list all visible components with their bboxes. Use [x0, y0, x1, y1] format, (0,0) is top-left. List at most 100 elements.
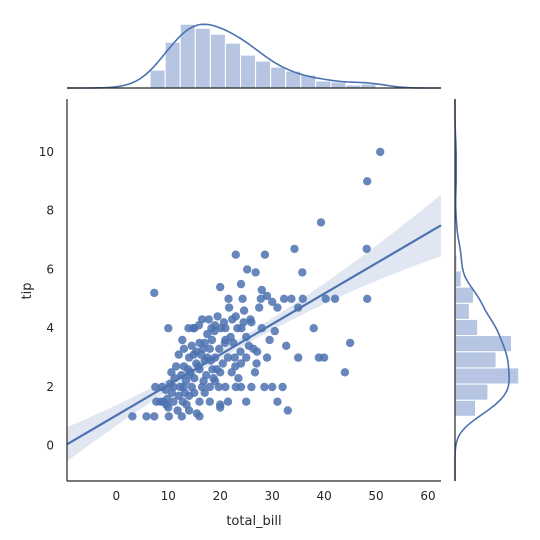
data-point: [234, 374, 243, 383]
data-point: [273, 397, 282, 406]
data-point: [215, 344, 224, 353]
data-point: [376, 147, 385, 157]
data-point: [150, 412, 159, 421]
data-point: [260, 250, 270, 259]
y-hist-bar: [454, 302, 470, 320]
data-point: [218, 359, 227, 368]
data-point: [212, 365, 221, 374]
data-point: [177, 412, 186, 421]
data-point: [283, 406, 292, 415]
y-axis-ticks: 0 2 4 6 8 10: [39, 145, 54, 453]
x-hist-bar: [315, 80, 332, 89]
data-point: [247, 318, 256, 327]
data-point: [239, 318, 248, 327]
data-point: [216, 403, 225, 412]
data-point: [238, 294, 247, 303]
data-point: [309, 324, 318, 333]
y-kde-curve: [454, 99, 511, 481]
x-hist-bar: [209, 33, 226, 89]
x-hist-bar: [164, 41, 181, 89]
data-point: [184, 391, 194, 400]
data-point: [198, 344, 208, 353]
data-point: [270, 326, 279, 336]
data-point: [150, 288, 159, 298]
data-point: [164, 324, 173, 333]
data-point: [345, 338, 355, 348]
data-point: [205, 397, 214, 406]
data-point: [251, 268, 260, 277]
right-marginal-histogram: [454, 99, 520, 481]
x-hist-bar: [255, 60, 272, 89]
data-point: [224, 294, 233, 303]
data-point: [268, 297, 277, 306]
regression-line-group: [66, 224, 442, 446]
x-tick-label: 60: [420, 489, 435, 503]
axes: [66, 99, 441, 482]
data-point: [265, 335, 274, 345]
x-hist-bar: [194, 27, 211, 89]
data-point: [282, 341, 291, 350]
y-hist-bar: [454, 383, 489, 401]
data-point: [242, 353, 251, 362]
data-point: [195, 397, 204, 406]
top-marginal-histogram: [67, 23, 441, 89]
x-tick-label: 10: [161, 489, 176, 503]
data-point: [204, 315, 213, 324]
data-point: [128, 412, 137, 421]
data-point: [223, 397, 233, 406]
data-point: [221, 382, 230, 392]
data-point: [174, 350, 183, 359]
data-point: [216, 282, 225, 292]
data-point: [319, 353, 329, 362]
data-point: [247, 382, 256, 392]
y-tick-label: 10: [39, 145, 54, 159]
y-tick-label: 4: [46, 321, 54, 335]
data-point: [178, 335, 187, 345]
data-point: [179, 382, 188, 392]
data-point: [268, 382, 277, 392]
y-tick-label: 2: [46, 380, 54, 394]
regression-confidence-band: [67, 194, 441, 462]
data-point: [231, 362, 240, 371]
confidence-band: [67, 194, 441, 462]
data-point: [250, 368, 260, 377]
x-hist-bar: [149, 69, 166, 89]
data-point: [255, 303, 264, 312]
data-point: [239, 306, 249, 315]
data-point: [223, 353, 233, 362]
data-point: [236, 347, 245, 356]
x-hist-bar: [270, 66, 287, 89]
data-point: [362, 244, 371, 254]
data-point: [190, 324, 199, 333]
data-point: [262, 353, 272, 362]
data-point: [287, 294, 296, 303]
x-kde-curve: [67, 23, 441, 89]
data-point: [210, 376, 220, 386]
x-hist-bar: [224, 42, 241, 89]
data-point: [184, 324, 193, 333]
x-tick-label: 20: [213, 489, 228, 503]
data-point: [220, 338, 230, 348]
x-axis-ticks: 0 10 20 30 40 50 60: [113, 489, 436, 503]
y-tick-label: 8: [46, 204, 54, 218]
y-hist-bar: [454, 351, 497, 369]
data-point: [203, 329, 212, 339]
data-point: [242, 397, 251, 406]
data-point: [298, 294, 307, 303]
y-tick-label: 6: [46, 262, 54, 276]
data-point: [228, 315, 237, 324]
data-point: [184, 406, 194, 415]
data-point: [151, 382, 160, 392]
data-point: [231, 250, 240, 259]
data-point: [321, 294, 330, 303]
data-point: [179, 344, 189, 353]
data-point: [216, 324, 225, 333]
y-hist-bar: [454, 286, 475, 304]
data-point: [330, 294, 340, 303]
data-point: [205, 344, 214, 353]
data-point: [340, 368, 350, 377]
data-point: [257, 285, 266, 295]
data-point: [164, 412, 173, 421]
y-hist-bar: [454, 318, 479, 337]
y-hist-bar: [454, 399, 477, 417]
